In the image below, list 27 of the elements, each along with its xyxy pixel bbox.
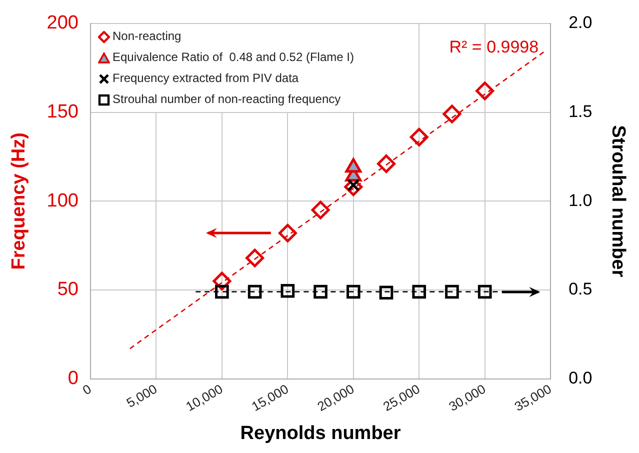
point: [476, 82, 494, 100]
x-tick-label: 5,000: [124, 381, 160, 411]
y-tick-label: 100: [46, 190, 78, 212]
y-tick-label: 0: [68, 368, 78, 390]
y-tick-label: 150: [46, 101, 78, 122]
y2-tick-label: 2.0: [568, 13, 592, 32]
y-tick-label: 50: [57, 279, 78, 300]
legend-label: Strouhal number of non-reacting frequency: [112, 91, 341, 108]
x-axis-title: Reynolds number: [240, 422, 402, 444]
y2-tick-label: 0.0: [568, 368, 592, 388]
point: [246, 248, 264, 268]
point: [442, 104, 462, 124]
y-axis-title: Frequency (Hz): [8, 132, 30, 270]
legend-label: Non-reacting: [112, 28, 182, 46]
point: [278, 224, 297, 242]
y2-axis-title: Strouhal number: [607, 125, 628, 278]
y-tick-label: 200: [46, 12, 78, 34]
legend-label: Equivalence Ratio of 0.48 and 0.52 (Flame I): [112, 49, 354, 66]
y2-tick-label: 1.0: [568, 190, 592, 210]
y2-tick-label: 0.5: [568, 280, 592, 299]
point: [377, 154, 396, 174]
point: [410, 128, 428, 146]
annotation: R² = 0.9998: [449, 38, 539, 57]
y2-tick-label: 1.5: [568, 102, 592, 121]
point: [311, 200, 330, 220]
legend-label: Frequency extracted from PIV data: [112, 70, 299, 88]
x-tick-label: 0: [80, 381, 94, 398]
